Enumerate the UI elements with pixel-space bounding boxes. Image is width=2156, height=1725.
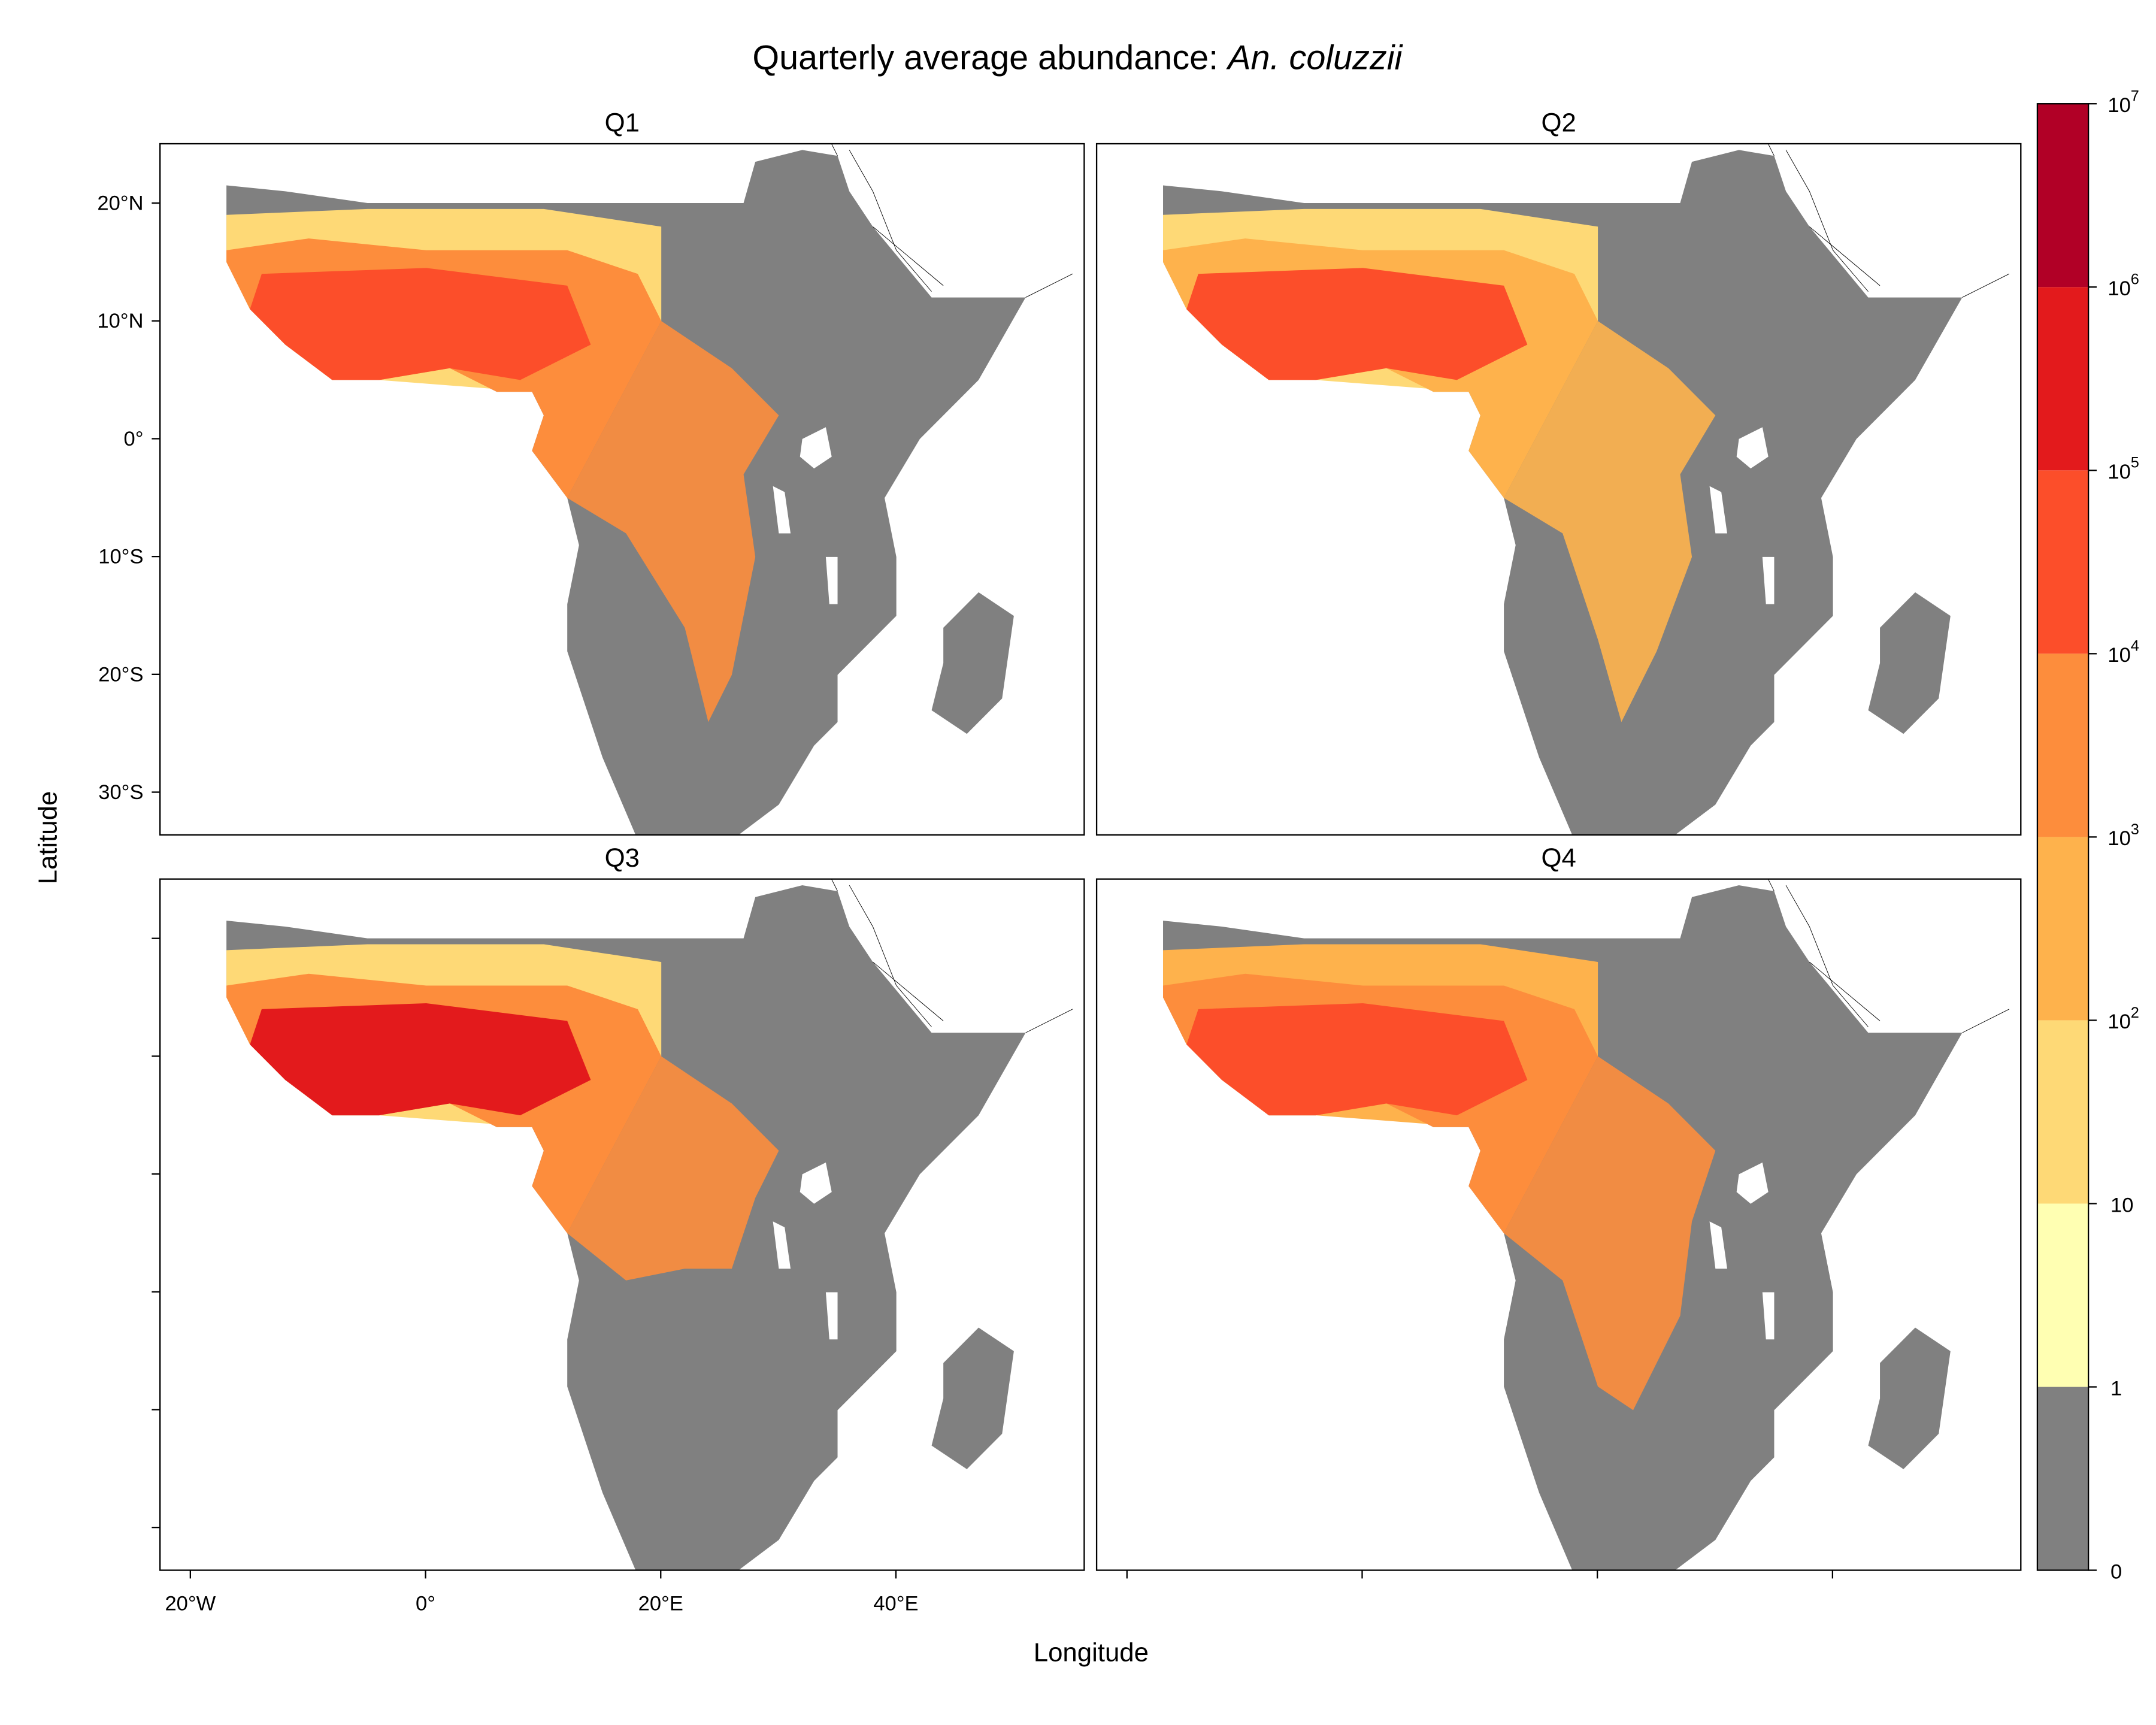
colorbar-label: 107 [2107,88,2139,117]
panel-title: Q1 [605,108,640,137]
colorbar-band [2037,470,2089,654]
x-tick-label: 20°W [165,1592,216,1615]
panel-frame [159,878,1085,1571]
abundance [1163,944,1716,1411]
abundance [1163,208,1716,722]
colorbar-label: 105 [2107,455,2139,483]
colorbar-band [2037,1203,2089,1387]
label-exponent: 5 [2131,455,2139,471]
y-tick-label: 30°S [98,781,143,804]
map-panel [1162,879,2010,1570]
y-tick-label: 0° [124,428,144,450]
abundance [226,208,779,722]
colorbar-label: 102 [2107,1004,2139,1033]
label-base: 10 [2107,461,2130,483]
label-exponent: 6 [2131,271,2139,288]
abundance-high [1186,268,1528,380]
abundance-high [250,1003,591,1116]
label-base: 10 [2107,277,2130,300]
y-axis-label: Latitude [33,791,62,885]
abundance-south [567,320,779,722]
label-exponent: 4 [2131,638,2139,655]
map-panel [226,879,1074,1570]
chart-title: Quarterly average abundance: An. coluzzi… [752,39,1403,77]
abundance-high [1186,1003,1528,1116]
y-tick-label: 10°N [97,310,143,332]
map-panel [226,144,1074,835]
colorbar-label: 10 [2110,1194,2133,1216]
colorbar-band [2037,837,2089,1021]
y-tick-label: 20°N [97,192,143,215]
x-tick-label: 20°E [638,1592,683,1615]
title-species: An. coluzzii [1226,39,1403,77]
x-tick-label: 0° [416,1592,435,1615]
x-tick-label: 40°E [873,1592,918,1615]
label-exponent: 2 [2131,1004,2139,1021]
y-tick-label: 10°S [98,546,143,568]
label-base: 10 [2107,827,2130,850]
panel-frame [159,143,1085,836]
x-axis-label: Longitude [1034,1638,1149,1668]
colorbar-label: 1 [2110,1377,2122,1400]
colorbar-band [2037,1020,2089,1204]
label-exponent: 7 [2131,88,2139,105]
label-exponent: 3 [2131,821,2139,838]
colorbar-band [2037,287,2089,471]
panel-title: Q4 [1541,843,1576,873]
panel-frame [1095,878,2022,1571]
y-tick-label: 20°S [98,663,143,686]
abundance [226,944,779,1281]
label-base: 10 [2107,94,2130,117]
colorbar-band [2037,104,2089,288]
panel-title: Q3 [605,843,640,873]
colorbar-band [2037,653,2089,837]
abundance-south [567,1056,779,1281]
colorbar-label: 103 [2107,821,2139,850]
colorbar-label: 106 [2107,271,2139,300]
title-text: Quarterly average abundance: [752,39,1218,77]
label-base: 10 [2107,1010,2130,1033]
label-base: 10 [2107,644,2130,667]
colorbar-band [2037,1387,2089,1570]
panel-title: Q2 [1541,108,1576,137]
map-panel [1162,144,2010,835]
panel-frame [1095,143,2022,836]
abundance-south [1504,1056,1716,1411]
colorbar-label: 104 [2107,638,2139,667]
abundance-high [250,268,591,380]
abundance-south [1504,320,1716,722]
colorbar-label: 0 [2110,1560,2122,1583]
